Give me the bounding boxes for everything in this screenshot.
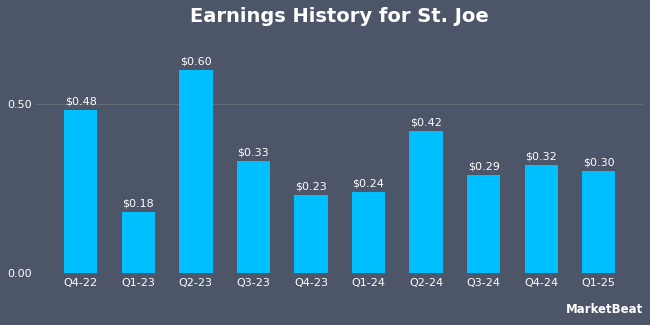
Bar [525, 164, 558, 273]
Text: $0.32: $0.32 [525, 151, 557, 161]
Text: $0.18: $0.18 [122, 199, 154, 209]
Bar [410, 131, 443, 273]
Text: $0.30: $0.30 [583, 158, 615, 168]
Title: Earnings History for St. Joe: Earnings History for St. Joe [190, 7, 489, 26]
Text: MarketBeat: MarketBeat [566, 303, 643, 316]
Bar [64, 111, 98, 273]
Text: $0.24: $0.24 [352, 178, 384, 188]
Bar [237, 161, 270, 273]
Bar [467, 175, 500, 273]
Bar [179, 70, 213, 273]
Text: $0.48: $0.48 [65, 97, 97, 107]
Bar [122, 212, 155, 273]
Text: $0.29: $0.29 [468, 162, 500, 171]
Bar [582, 171, 616, 273]
Bar [294, 195, 328, 273]
Text: $0.33: $0.33 [238, 148, 269, 158]
Text: $0.42: $0.42 [410, 117, 442, 127]
Text: $0.60: $0.60 [180, 56, 212, 66]
Bar [352, 192, 385, 273]
Text: $0.23: $0.23 [295, 182, 327, 192]
